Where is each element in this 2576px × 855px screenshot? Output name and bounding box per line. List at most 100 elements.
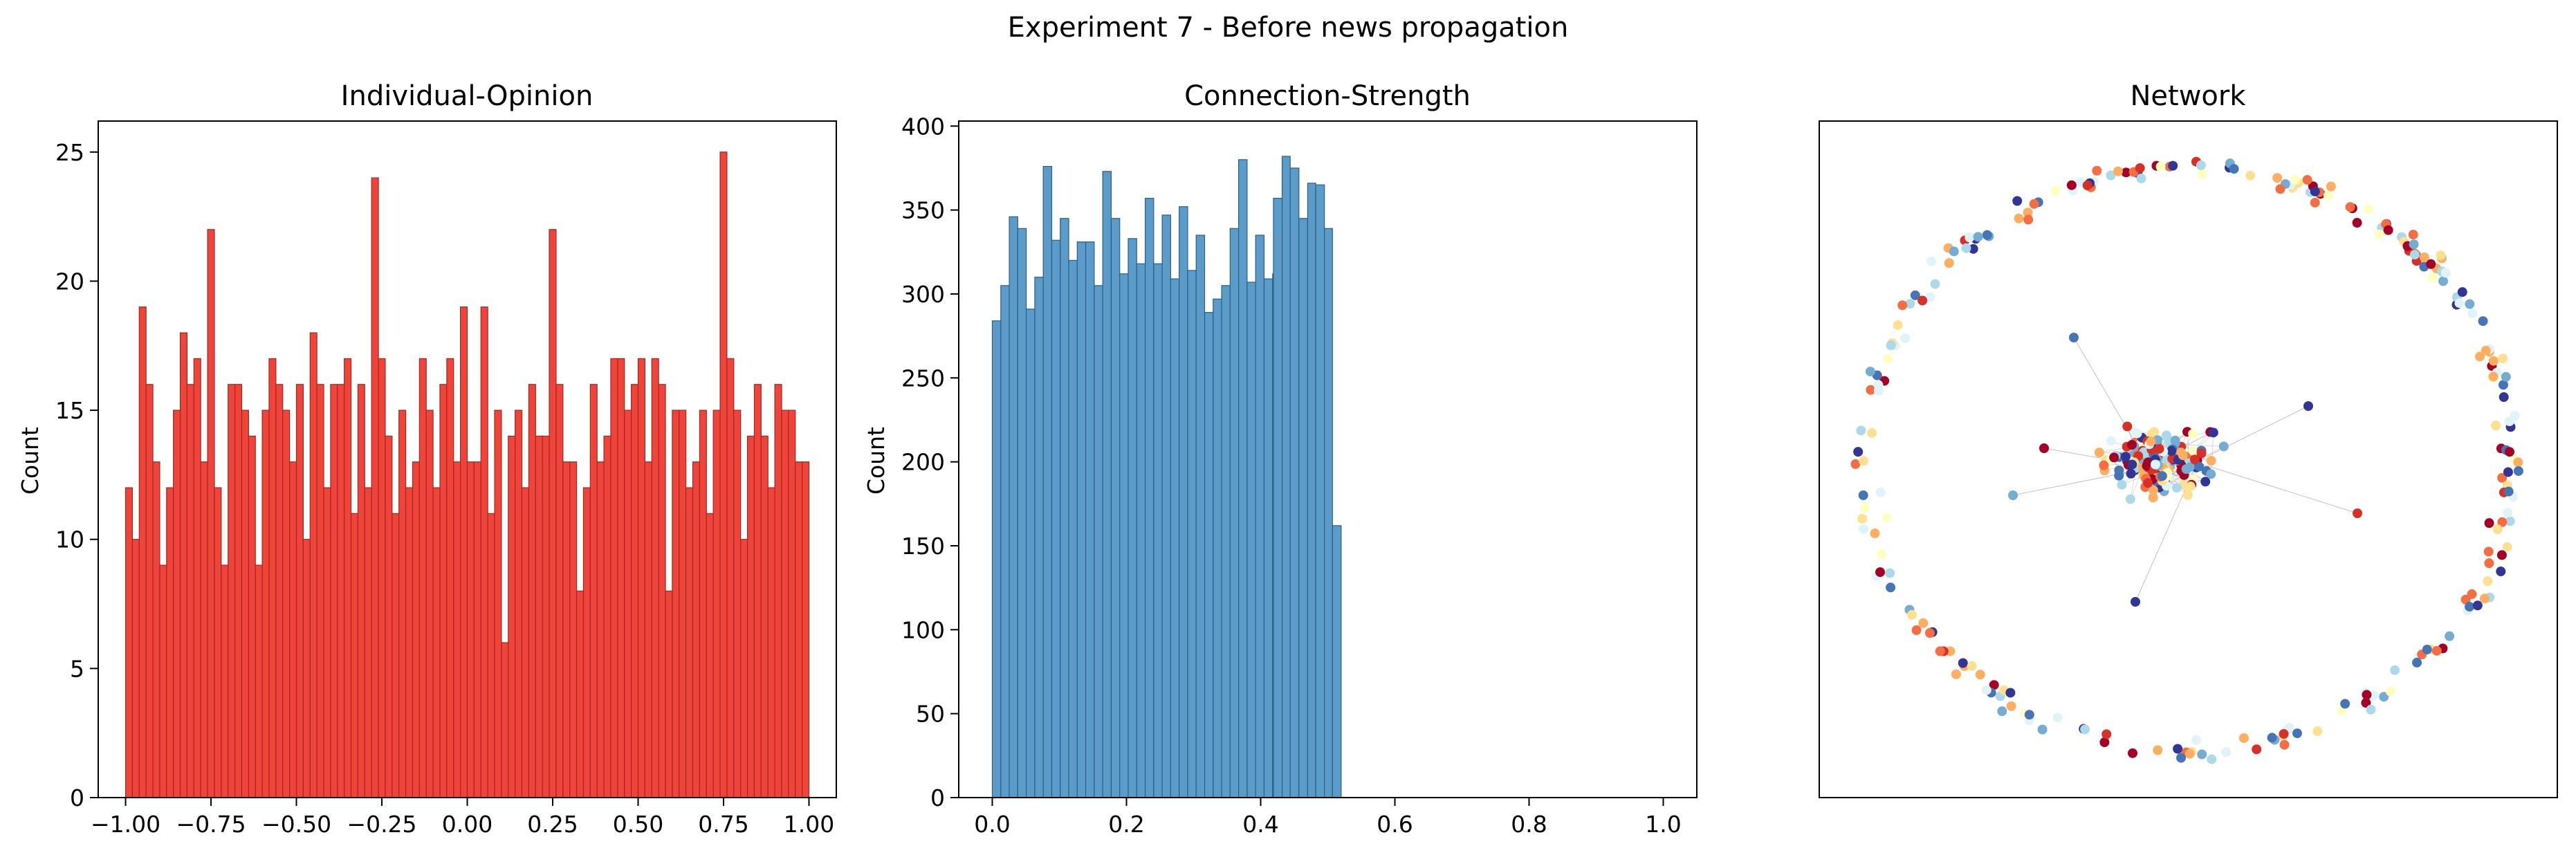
network-node (2080, 724, 2090, 735)
network-node (2189, 454, 2200, 465)
opinion-histogram-xaxis: −1.00 −0.75 −0.50 −0.25 0.00 0.25 0.50 0.75 1.00 (91, 798, 834, 838)
network-node (2052, 712, 2063, 723)
network-node (2128, 748, 2138, 758)
network-node (2221, 747, 2232, 757)
network-node (2345, 202, 2355, 212)
network-node (1850, 459, 1861, 469)
network-node (1883, 353, 1893, 364)
histogram-bar (1263, 278, 1273, 798)
histogram-bar (323, 487, 331, 798)
network-node (1873, 385, 1884, 396)
network-node (2501, 371, 2511, 382)
histogram-bar (398, 410, 407, 798)
histogram-bar (275, 384, 284, 798)
histogram-bar (1068, 259, 1078, 798)
network-node (2302, 175, 2312, 185)
histogram-bar (699, 410, 707, 798)
network-node (1968, 243, 1978, 254)
network-node (2498, 353, 2508, 364)
network-node (1885, 568, 1895, 578)
network-node (1867, 428, 1877, 438)
y-tick-label: 15 (55, 397, 84, 424)
network-node (2029, 199, 2039, 209)
opinion-histogram-panel: Individual-Opinion Count −1.00 −0.75 −0.50… (17, 80, 837, 838)
network-node (2150, 459, 2160, 470)
histogram-bar (1281, 156, 1291, 798)
network-node (2454, 298, 2465, 309)
histogram-bar (392, 513, 400, 798)
network-node (1859, 503, 1870, 513)
network-node (2484, 518, 2494, 528)
network-node (2181, 464, 2191, 475)
network-node (1858, 490, 1868, 500)
histogram-bar (193, 358, 201, 798)
network-node (2245, 170, 2256, 181)
histogram-bar (364, 487, 372, 798)
histogram-bar (371, 177, 379, 798)
network-node (1877, 549, 1887, 560)
network-panel: Network (1819, 80, 2558, 798)
network-node (2362, 690, 2372, 700)
histogram-bar (1034, 277, 1044, 798)
network-node (2125, 494, 2135, 504)
network-node (2503, 467, 2513, 477)
histogram-bar (289, 461, 297, 798)
network-node (2207, 754, 2217, 764)
network-node (2292, 728, 2302, 739)
network-node (2229, 164, 2239, 174)
network-node (2409, 239, 2419, 250)
network-node (2503, 486, 2514, 497)
network-node (2352, 218, 2362, 228)
network-node (2037, 724, 2048, 735)
histogram-bar (466, 461, 475, 798)
histogram-bar (726, 358, 735, 798)
histogram-bar (357, 384, 365, 798)
network-node (2513, 466, 2523, 476)
network-node (2024, 710, 2034, 720)
x-tick-label: −1.00 (91, 811, 160, 838)
histogram-bar (186, 384, 194, 798)
network-node (1856, 425, 1866, 436)
histogram-bar (152, 461, 160, 798)
y-tick-label: 200 (901, 449, 945, 476)
network-node (2106, 170, 2116, 181)
network-nodes (1850, 156, 2523, 764)
y-tick-label: 5 (70, 655, 84, 682)
histogram-bar (542, 435, 550, 798)
network-node (2491, 421, 2501, 431)
histogram-bar (214, 487, 222, 798)
histogram-bar (1221, 285, 1231, 798)
network-node (1961, 243, 1971, 253)
network-node (2069, 333, 2079, 342)
network-node (2445, 631, 2455, 641)
network-node (1917, 295, 1928, 306)
strength-histogram-yaxis: 0 50 100 150 200 250 300 350 400 (901, 113, 959, 811)
opinion-histogram-title: Individual-Opinion (341, 80, 594, 112)
network-node (2465, 299, 2475, 309)
histogram-bar (562, 461, 571, 798)
network-node (2383, 225, 2393, 235)
histogram-bar (473, 461, 481, 798)
x-tick-label: 0.00 (442, 811, 493, 838)
network-node (2492, 524, 2503, 535)
histogram-bar (1273, 198, 1283, 798)
network-node (2498, 380, 2508, 390)
x-tick-label: 0.0 (974, 811, 1010, 838)
histogram-bar (535, 435, 543, 798)
network-node (2312, 726, 2323, 737)
network-node (2154, 443, 2164, 454)
network-node (2094, 448, 2104, 458)
network-node (2505, 516, 2515, 526)
network-node (2168, 160, 2178, 171)
histogram-bar (528, 384, 536, 798)
network-edge (2043, 448, 2111, 461)
network-node (1997, 706, 2007, 717)
x-tick-label: 0.50 (613, 811, 663, 838)
network-node (2279, 728, 2289, 739)
network-node (2127, 459, 2137, 470)
network-node (2310, 197, 2320, 208)
histogram-bar (767, 487, 775, 798)
histogram-bar (1051, 239, 1061, 798)
network-node (2157, 471, 2167, 481)
histogram-bar (1315, 184, 1325, 798)
